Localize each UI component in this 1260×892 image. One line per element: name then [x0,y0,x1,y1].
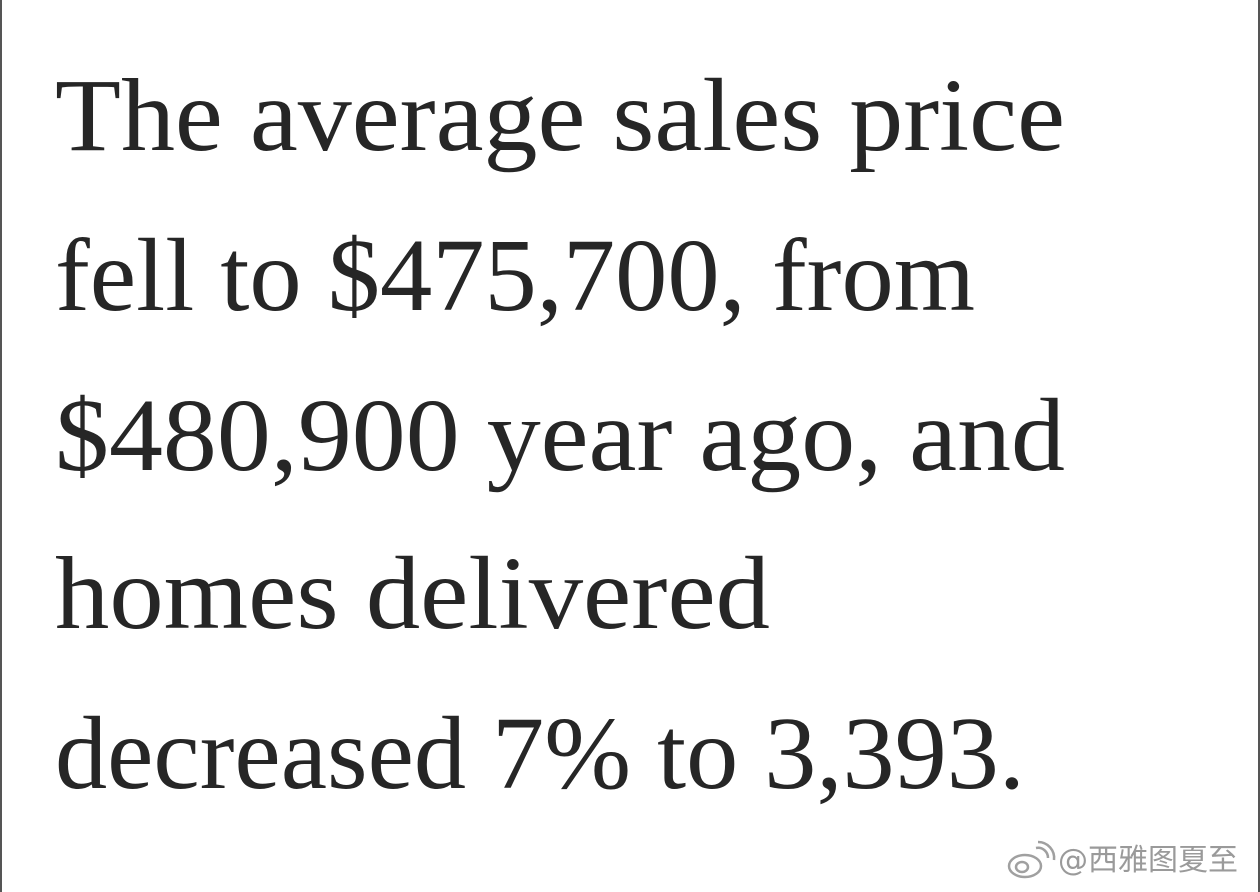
watermark: @西雅图夏至 [1058,843,1238,878]
text-line: The average sales price [55,58,1065,173]
text-line: homes delivered [55,536,770,651]
text-line: decreased 7% to 3,393. [55,696,1025,811]
text-line: fell to $475,700, from [55,218,975,333]
text-line: $480,900 year ago, and [55,378,1065,493]
weibo-logo [1007,840,1056,879]
